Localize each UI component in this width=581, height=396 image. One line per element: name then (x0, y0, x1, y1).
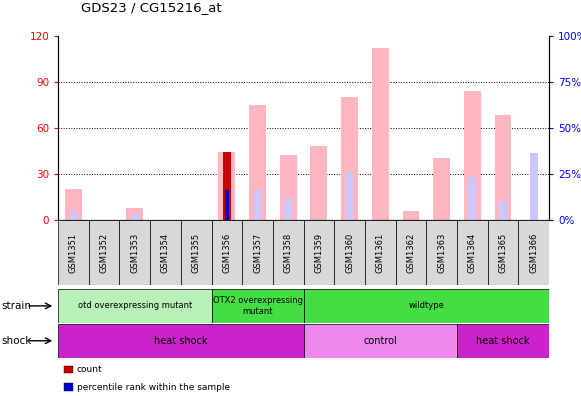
Bar (65, 189, 82, 220)
Text: heat shock: heat shock (154, 336, 207, 346)
Bar (249, 105, 266, 220)
Bar (303, 289, 549, 323)
Bar (372, 48, 389, 220)
Text: percentile rank within the sample: percentile rank within the sample (77, 383, 230, 392)
Bar (284, 198, 292, 220)
Bar (499, 201, 507, 220)
Text: GSM1351: GSM1351 (69, 232, 78, 272)
Bar (70, 211, 77, 220)
Bar (211, 289, 303, 323)
Bar (131, 214, 139, 220)
Bar (403, 211, 419, 220)
Text: heat shock: heat shock (476, 336, 530, 346)
Bar (280, 155, 297, 220)
Bar (218, 152, 235, 220)
Bar (64, 383, 73, 391)
Text: GSM1353: GSM1353 (130, 232, 139, 272)
Bar (365, 220, 396, 285)
Bar (150, 220, 181, 285)
Bar (223, 152, 231, 220)
Text: strain: strain (1, 301, 31, 311)
Bar (58, 324, 303, 358)
Bar (457, 220, 487, 285)
Text: shock: shock (1, 336, 31, 346)
Bar (58, 220, 89, 285)
Bar (310, 146, 327, 220)
Text: GSM1366: GSM1366 (529, 232, 538, 272)
Bar (127, 208, 144, 220)
Bar (396, 220, 426, 285)
Bar (530, 154, 537, 220)
Bar (346, 172, 353, 220)
Bar (468, 177, 476, 220)
Text: otd overexpressing mutant: otd overexpressing mutant (78, 301, 192, 310)
Bar (225, 190, 229, 220)
Text: GSM1361: GSM1361 (376, 232, 385, 272)
Bar (303, 324, 457, 358)
Bar (254, 190, 261, 220)
Bar (334, 220, 365, 285)
Bar (487, 220, 518, 285)
Bar (494, 115, 511, 220)
Text: GSM1363: GSM1363 (437, 232, 446, 272)
Text: GSM1360: GSM1360 (345, 232, 354, 272)
Bar (181, 220, 211, 285)
Text: GSM1355: GSM1355 (192, 232, 200, 272)
Text: GSM1352: GSM1352 (99, 232, 109, 272)
Text: wildtype: wildtype (408, 301, 444, 310)
Text: GSM1365: GSM1365 (498, 232, 508, 272)
Bar (58, 289, 211, 323)
Bar (120, 220, 150, 285)
Bar (303, 220, 334, 285)
Text: GSM1357: GSM1357 (253, 232, 262, 272)
Text: control: control (363, 336, 397, 346)
Text: GSM1356: GSM1356 (223, 232, 231, 272)
Text: GSM1364: GSM1364 (468, 232, 477, 272)
Bar (89, 220, 120, 285)
Bar (273, 220, 303, 285)
Text: count: count (77, 365, 102, 374)
Bar (242, 220, 273, 285)
Text: GSM1359: GSM1359 (314, 232, 324, 272)
Text: GSM1354: GSM1354 (161, 232, 170, 272)
Text: OTX2 overexpressing
mutant: OTX2 overexpressing mutant (213, 296, 303, 316)
Bar (457, 324, 549, 358)
Bar (433, 158, 450, 220)
Text: GDS23 / CG15216_at: GDS23 / CG15216_at (81, 1, 222, 14)
Bar (211, 220, 242, 285)
Bar (464, 91, 480, 220)
Bar (341, 97, 358, 220)
Bar (518, 220, 549, 285)
Text: GSM1358: GSM1358 (284, 232, 293, 272)
Bar (426, 220, 457, 285)
Bar (64, 366, 73, 373)
Text: GSM1362: GSM1362 (407, 232, 415, 272)
